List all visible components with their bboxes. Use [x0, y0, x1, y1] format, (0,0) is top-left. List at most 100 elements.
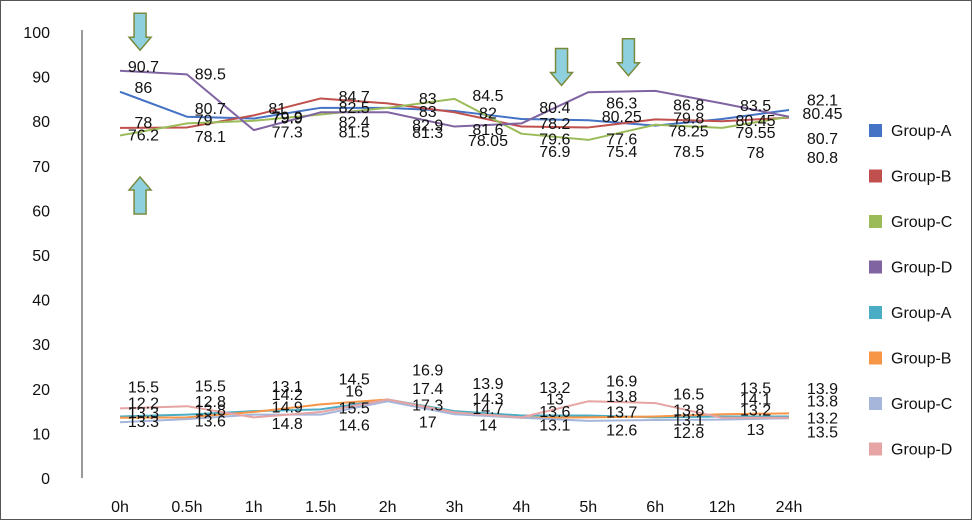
legend-label: Group-A [891, 123, 952, 140]
data-label: 80.7 [807, 131, 838, 148]
x-tick-label: 0h [111, 499, 129, 516]
legend-swatch [869, 215, 882, 228]
data-label: 89.5 [195, 67, 226, 84]
data-label: 16 [345, 383, 363, 400]
data-label: 12.6 [606, 423, 637, 440]
legend-swatch [869, 260, 882, 274]
arrow-down-annotation [127, 12, 153, 52]
data-label: 13.3 [128, 414, 159, 431]
data-label: 84.7 [339, 89, 370, 106]
data-label: 78.5 [673, 144, 704, 161]
data-label: 13.8 [807, 394, 838, 411]
legend-label: Group-D [891, 442, 952, 459]
y-tick-label: 50 [32, 248, 50, 265]
data-label: 13.9 [807, 381, 838, 398]
data-label: 78.25 [669, 123, 709, 140]
legend-label: Group-B [891, 351, 951, 368]
data-label: 80.4 [539, 100, 570, 117]
x-tick-label: 1h [245, 499, 263, 516]
data-label: 79.9 [272, 110, 303, 127]
data-label: 13.5 [740, 380, 771, 397]
data-label: 12.8 [673, 425, 704, 442]
data-label: 78.1 [195, 129, 226, 146]
data-label: 13.2 [807, 411, 838, 428]
data-label: 17.4 [412, 381, 443, 398]
legend-swatch [869, 442, 882, 456]
data-label: 83.5 [740, 98, 771, 115]
data-label: 13.2 [539, 380, 570, 397]
y-tick-label: 80 [32, 114, 50, 131]
annotations [127, 12, 642, 215]
legend: Group-A Group-B Group-C Group-D Group-A Group… [869, 123, 952, 459]
data-label: 82.5 [339, 100, 370, 117]
series-line [119, 69, 790, 132]
legend-swatch [869, 351, 882, 365]
data-label: 78.05 [468, 133, 508, 150]
x-axis: 0h 0.5h 1h 1.5h 2h 3h 4h 5h 6h 12h 24h [111, 499, 802, 516]
series-line [119, 398, 789, 419]
x-tick-label: 1.5h [305, 499, 336, 516]
data-label: 13 [546, 391, 564, 408]
data-label: 84.5 [472, 88, 503, 105]
arrow-up-annotation [127, 175, 153, 215]
y-tick-label: 20 [32, 382, 50, 399]
data-label: 14.7 [472, 401, 503, 418]
data-label: 83 [419, 91, 437, 108]
data-label: 79.55 [736, 125, 776, 142]
data-label: 16.5 [673, 387, 704, 404]
data-label: 82.4 [339, 114, 370, 131]
data-label: 13 [747, 422, 765, 439]
x-tick-label: 5h [579, 499, 597, 516]
data-label: 14.1 [740, 391, 771, 408]
legend-swatch [869, 169, 882, 183]
y-tick-label: 60 [32, 203, 50, 220]
data-label: 86 [135, 80, 153, 97]
data-label: 15.5 [128, 379, 159, 396]
data-label: 82.1 [807, 93, 838, 110]
data-label: 16.9 [606, 374, 637, 391]
data-label: 78 [747, 145, 765, 162]
data-label: 86.8 [673, 97, 704, 114]
data-label: 81.6 [472, 122, 503, 139]
data-label: 76.2 [128, 127, 159, 144]
data-label: 14.8 [272, 416, 303, 433]
data-label: 82 [479, 106, 497, 123]
data-label: 12.8 [195, 394, 226, 411]
y-tick-label: 40 [32, 293, 50, 310]
data-label: 81.3 [412, 125, 443, 142]
x-tick-label: 24h [776, 499, 803, 516]
y-tick-label: 10 [32, 426, 50, 443]
legend-swatch [869, 124, 882, 137]
data-label: 79.8 [673, 110, 704, 127]
legend-label: Group-B [891, 169, 951, 186]
x-tick-label: 12h [709, 499, 736, 516]
data-label: 15.5 [339, 400, 370, 417]
x-tick-label: 6h [646, 499, 664, 516]
legend-label: Group-D [891, 260, 952, 277]
legend-label: Group-C [891, 396, 952, 413]
data-label: 75.4 [606, 144, 637, 161]
data-label: 78.2 [539, 116, 570, 133]
data-label: 76.9 [539, 144, 570, 161]
series-line [119, 90, 790, 127]
data-label: 17 [419, 415, 437, 432]
series-line [119, 400, 790, 424]
data-labels: 90.7867876.289.580.77978.18179.979.977.3… [128, 59, 843, 442]
data-label: 16.9 [412, 362, 443, 379]
data-label: 14 [479, 418, 497, 435]
data-label: 14.6 [339, 418, 370, 435]
data-label: 13.8 [606, 389, 637, 406]
data-label: 79 [195, 113, 213, 130]
series-line [119, 97, 790, 141]
data-label: 78 [135, 115, 153, 132]
x-tick-label: 4h [513, 499, 531, 516]
data-label: 81.5 [339, 125, 370, 142]
legend-label: Group-A [891, 305, 952, 322]
data-label: 13.1 [673, 412, 704, 429]
data-label: 13.7 [606, 404, 637, 421]
arrow-down-annotation [548, 47, 575, 87]
data-label: 17.3 [412, 398, 443, 415]
data-label: 13.8 [195, 403, 226, 420]
